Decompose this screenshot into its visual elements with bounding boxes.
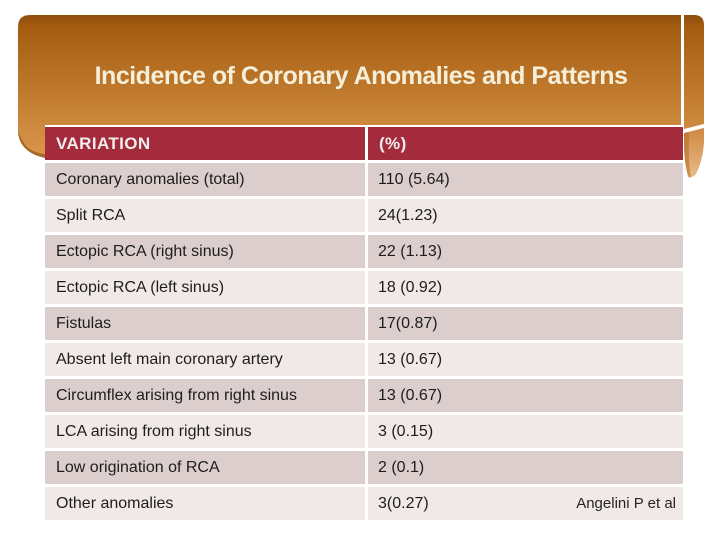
table-cell-label: Coronary anomalies (total): [45, 163, 365, 196]
incidence-table: VARIATION (%) Coronary anomalies (total)…: [45, 125, 683, 520]
table-cell-label: Low origination of RCA: [45, 451, 365, 484]
table-header-percent: (%): [368, 127, 683, 160]
table-cell-label: LCA arising from right sinus: [45, 415, 365, 448]
table-header-variation: VARIATION: [45, 127, 365, 160]
table-cell-value: 17(0.87): [368, 307, 683, 340]
table-value-text: 3(0.27): [378, 494, 429, 512]
slide-title: Incidence of Coronary Anomalies and Patt…: [94, 61, 628, 90]
table-cell-value: 22 (1.13): [368, 235, 683, 268]
table-cell-label: Ectopic RCA (right sinus): [45, 235, 365, 268]
banner-left-curl-shadow: [18, 130, 45, 158]
table-cell-value: 13 (0.67): [368, 343, 683, 376]
table-cell-label: Absent left main coronary artery: [45, 343, 365, 376]
banner-right-curl-shadow: [684, 132, 691, 178]
table-cell-value: 110 (5.64): [368, 163, 683, 196]
table-cell-value: 18 (0.92): [368, 271, 683, 304]
banner-right-band: [684, 15, 704, 129]
table-cell-label: Ectopic RCA (left sinus): [45, 271, 365, 304]
table-cell-label: Fistulas: [45, 307, 365, 340]
table-cell-value: 3 (0.15): [368, 415, 683, 448]
table-cell-label: Split RCA: [45, 199, 365, 232]
table-cell-value: 2 (0.1): [368, 451, 683, 484]
table-cell-value: 24(1.23): [368, 199, 683, 232]
table-cell-label: Other anomalies: [45, 487, 365, 520]
table-cell-value: 13 (0.67): [368, 379, 683, 412]
table-cell-label: Circumflex arising from right sinus: [45, 379, 365, 412]
table-cell-value: 3(0.27) Angelini P et al: [368, 487, 683, 520]
banner-main-swoosh: [18, 15, 681, 158]
citation-text: Angelini P et al: [576, 495, 676, 512]
